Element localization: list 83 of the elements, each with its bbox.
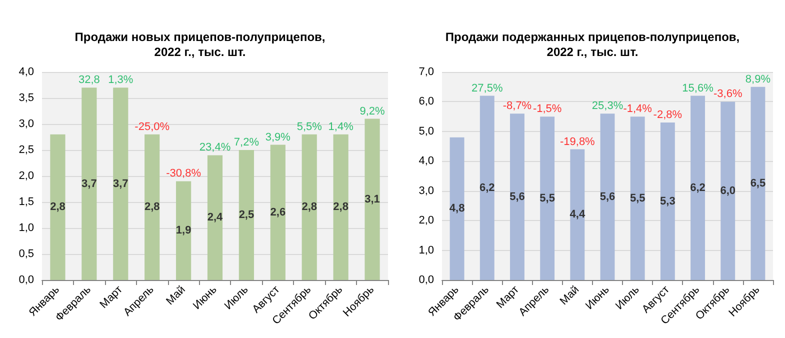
annotation: 23,4%: [199, 142, 231, 154]
y-tick-label: 3,5: [18, 92, 34, 104]
bar: [270, 144, 286, 280]
bar: [510, 114, 524, 280]
bar: [144, 134, 160, 280]
data-label: 5,6: [510, 190, 525, 203]
y-tick-label: 1,0: [18, 222, 34, 234]
data-label: 6,0: [720, 184, 736, 197]
bar: [207, 155, 223, 280]
y-tick-label: 0,5: [18, 248, 34, 260]
bar: [480, 96, 494, 280]
y-tick-label: 0,0: [18, 274, 34, 286]
data-label: 6,2: [479, 182, 495, 194]
annotation: 32,8: [78, 74, 100, 86]
bar: [600, 114, 615, 280]
annotation: -1,4%: [623, 103, 652, 116]
bar: [630, 116, 645, 280]
y-tick-label: 3,0: [18, 118, 34, 130]
annotation: -30,8%: [166, 168, 202, 180]
bar: [570, 149, 585, 280]
bar: [690, 96, 705, 280]
data-label: 6,2: [690, 182, 706, 194]
annotation: 9,2%: [360, 105, 386, 118]
y-tick-label: 5,0: [418, 125, 434, 138]
data-label: 4,4: [570, 208, 586, 221]
y-tick-label: 2,0: [18, 170, 34, 182]
data-label: 2,8: [302, 201, 318, 214]
annotation: 7,2%: [234, 136, 260, 148]
data-label: 2,5: [238, 209, 254, 221]
bar: [364, 118, 380, 280]
bar: [450, 137, 464, 280]
y-tick-label: 7,0: [418, 66, 434, 78]
bar: [750, 86, 766, 280]
annotation: -2,8%: [653, 109, 682, 122]
y-tick-label: 4,0: [18, 66, 34, 78]
annotation: 3,9%: [265, 131, 291, 144]
data-label: 2,8: [144, 201, 160, 214]
bar: [176, 181, 192, 280]
y-tick-label: 2,5: [18, 144, 34, 156]
annotation: -3,6%: [713, 88, 742, 100]
annotation: 15,6%: [682, 82, 714, 94]
data-label: 4,8: [449, 202, 465, 215]
y-tick-label: 4,0: [418, 155, 434, 168]
bar: [113, 88, 128, 280]
data-label: 3,1: [364, 193, 380, 206]
annotation: 25,3%: [592, 100, 624, 112]
annotation: 8,9%: [745, 73, 771, 86]
bar: [540, 116, 555, 280]
data-label: 1,9: [176, 224, 192, 237]
bar: [333, 134, 348, 280]
bar: [50, 134, 66, 280]
data-label: 5,6: [600, 190, 616, 203]
data-label: 5,5: [630, 192, 646, 204]
annotation: -25,0%: [134, 120, 170, 133]
annotation: 1,3%: [108, 74, 134, 86]
y-tick-label: 1,5: [18, 196, 34, 208]
annotation: -1,5%: [532, 103, 562, 116]
data-label: 2,4: [207, 212, 224, 224]
annotation: 27,5%: [472, 82, 503, 94]
y-tick-label: 1,0: [418, 244, 434, 256]
bar: [82, 88, 97, 280]
y-tick-label: 2,0: [418, 214, 434, 227]
data-label: 5,3: [660, 195, 676, 208]
annotation: 1,4%: [328, 120, 354, 133]
data-label: 2,6: [270, 206, 286, 218]
annotation: 5,5%: [296, 120, 322, 133]
y-tick-label: 3,0: [418, 184, 434, 197]
data-label: 3,7: [112, 178, 128, 190]
data-label: 3,7: [82, 178, 97, 190]
bar: [660, 122, 675, 280]
data-label: 5,5: [540, 192, 555, 204]
y-tick-label: 0,0: [418, 274, 434, 286]
bar: [238, 150, 254, 280]
y-tick-label: 6,0: [418, 96, 434, 108]
bar: [720, 102, 736, 280]
chart-title: Продажи новых прицепов-полуприцепов, 2022 г., тыс. шт.: [74, 30, 326, 60]
data-label: 2,8: [50, 201, 66, 214]
data-label: 6,5: [750, 177, 766, 190]
chart-title: Продажи подержанных прицепов-полуприцепов, 2022 г., тыс. шт.: [444, 30, 741, 60]
data-label: 2,8: [333, 201, 348, 214]
annotation: -19,8%: [560, 136, 596, 148]
annotation: -8,7%: [502, 100, 532, 112]
bar: [302, 134, 317, 280]
